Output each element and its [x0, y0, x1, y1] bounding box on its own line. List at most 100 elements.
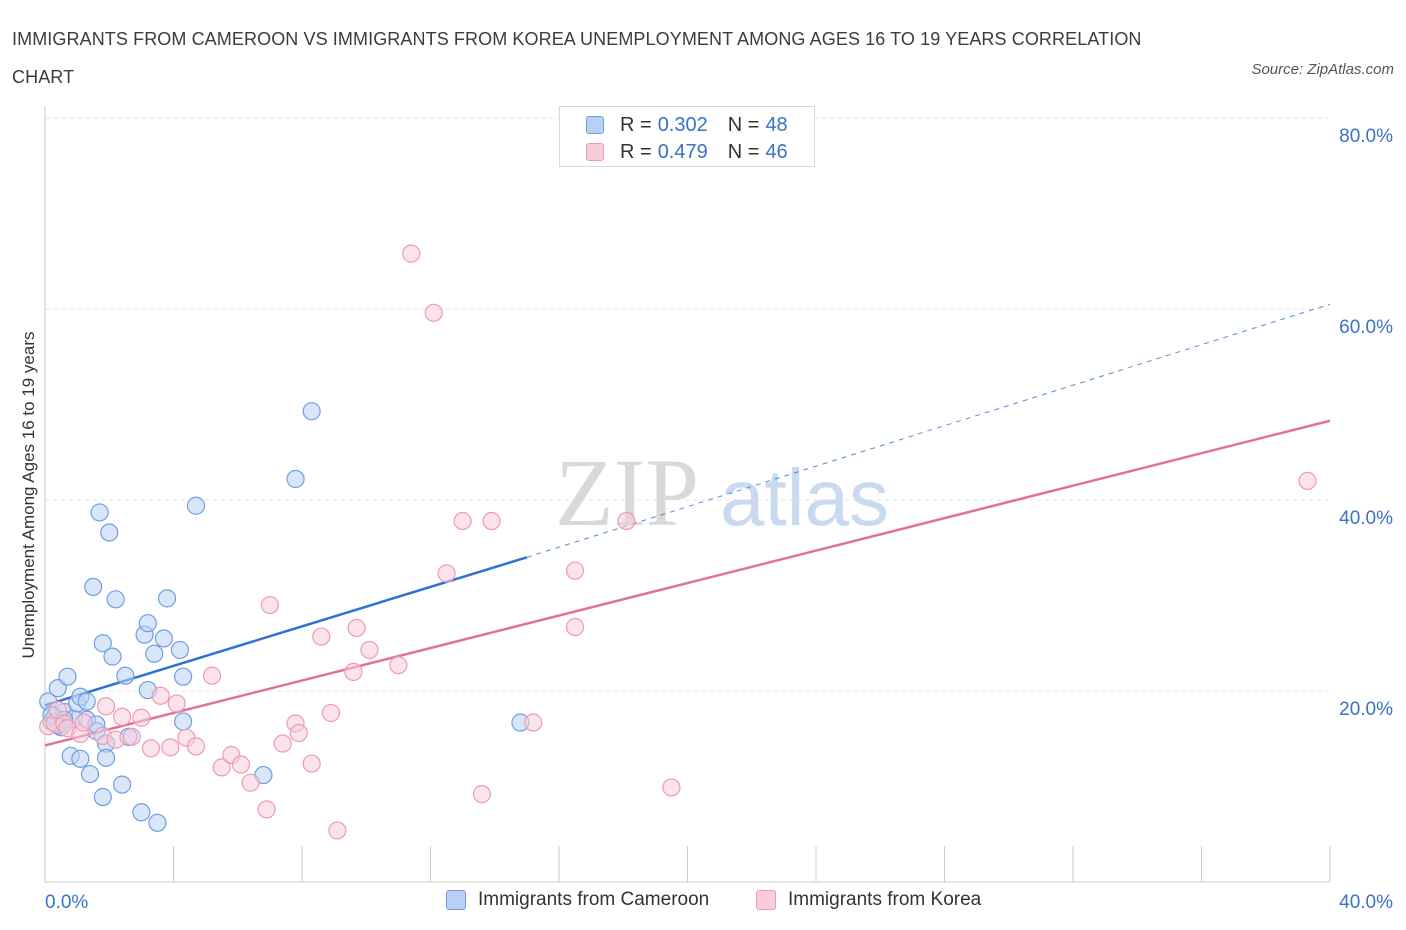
point-korea: [437, 564, 456, 583]
y-tick-label: 60.0%: [1339, 317, 1393, 338]
point-cameroon: [100, 523, 119, 542]
point-korea: [257, 800, 276, 819]
point-cameroon: [145, 644, 164, 663]
chart-title: IMMIGRANTS FROM CAMEROON VS IMMIGRANTS F…: [12, 29, 1142, 87]
point-korea: [312, 627, 331, 646]
point-korea: [347, 618, 366, 638]
x-tick-label: 40.0%: [1339, 892, 1393, 913]
point-cameroon: [103, 647, 122, 666]
point-korea: [202, 666, 222, 685]
point-cameroon: [80, 764, 100, 784]
point-korea: [106, 730, 125, 749]
point-cameroon: [174, 712, 193, 731]
y-tick-label: 20.0%: [1339, 699, 1393, 720]
series-legend-korea: Immigrants from Korea: [756, 889, 981, 911]
x-tick-label: 0.0%: [45, 892, 88, 913]
point-korea: [617, 511, 636, 531]
legend-r-label: R =: [620, 140, 652, 163]
point-cameroon: [93, 634, 112, 653]
point-cameroon: [93, 787, 112, 807]
point-cameroon: [116, 666, 135, 685]
point-korea: [565, 617, 585, 637]
point-korea: [96, 697, 116, 716]
legend-row-cameroon: R = 0.302 N = 48: [586, 113, 788, 137]
series-swatch-cameroon: [446, 890, 466, 910]
point-korea: [260, 595, 279, 615]
point-cameroon: [302, 402, 321, 421]
point-korea: [167, 694, 186, 713]
point-korea: [141, 739, 161, 758]
point-korea: [273, 734, 292, 753]
point-korea: [212, 758, 231, 777]
point-korea: [662, 778, 681, 797]
point-cameroon: [157, 589, 177, 608]
legend-swatch-cameroon: [586, 116, 604, 134]
point-cameroon: [96, 748, 116, 767]
legend-n-label: N =: [727, 113, 760, 136]
point-cameroon: [132, 803, 151, 822]
point-cameroon: [77, 692, 96, 711]
point-korea: [360, 640, 379, 660]
series-legend-label: Immigrants from Korea: [788, 889, 982, 910]
point-korea: [241, 773, 260, 792]
source-label: Source: ZipAtlas.com: [1251, 61, 1394, 78]
point-korea: [424, 303, 443, 322]
point-korea: [74, 713, 93, 732]
point-korea: [132, 708, 151, 727]
point-korea: [112, 707, 132, 726]
trendline-korea: [44, 419, 1331, 747]
legend-n-value: 48: [765, 113, 788, 136]
point-korea: [482, 511, 501, 531]
point-korea: [161, 738, 180, 757]
point-cameroon: [154, 629, 173, 648]
correlation-legend: R = 0.302 N = 48 R = 0.479 N = 46: [559, 106, 815, 167]
point-cameroon: [106, 590, 125, 609]
trendline-cameroon-extension: [526, 303, 1331, 558]
point-korea: [524, 713, 543, 732]
axis-layer: 20.0% 40.0% 60.0% 80.0% 0.0% 40.0%: [44, 106, 1393, 913]
zipatlas-watermark: ZIP atlas: [555, 439, 889, 546]
y-axis-label: Unemployment Among Ages 16 to 19 years: [19, 332, 38, 659]
trendline-cameroon: [44, 556, 528, 707]
point-korea: [565, 561, 585, 580]
legend-r-value: 0.302: [657, 113, 708, 136]
point-korea: [402, 244, 421, 263]
y-tick-label: 80.0%: [1339, 126, 1393, 147]
legend-r-value: 0.479: [657, 140, 708, 163]
point-korea: [321, 703, 341, 723]
grid-layer: [45, 117, 1330, 692]
point-korea: [472, 785, 491, 804]
legend-row-korea: R = 0.479 N = 46: [586, 140, 788, 164]
point-cameroon: [174, 667, 193, 686]
point-korea: [122, 727, 141, 746]
point-cameroon: [84, 577, 103, 597]
legend-n-label: N =: [727, 140, 760, 163]
point-korea: [453, 511, 472, 531]
point-cameroon: [286, 469, 305, 489]
point-cameroon: [71, 749, 90, 768]
point-korea: [1298, 471, 1317, 490]
point-korea: [328, 821, 347, 840]
point-cameroon: [90, 503, 109, 522]
point-korea: [289, 723, 308, 743]
legend-swatch-korea: [586, 143, 604, 161]
point-cameroon: [112, 775, 132, 794]
point-cameroon: [148, 813, 167, 832]
point-korea: [344, 662, 363, 682]
point-korea: [302, 754, 321, 773]
point-korea: [389, 656, 408, 675]
series-swatch-korea: [756, 890, 776, 910]
point-korea: [151, 686, 170, 705]
point-cameroon: [170, 640, 190, 660]
series-legend-cameroon: Immigrants from Cameroon: [446, 889, 709, 911]
point-layer: [39, 244, 1317, 840]
series-legend: Immigrants from Cameroon Immigrants from…: [0, 889, 1406, 915]
watermark-atlas: atlas: [720, 453, 889, 542]
y-tick-label: 40.0%: [1339, 508, 1393, 529]
point-korea: [186, 737, 206, 756]
series-legend-label: Immigrants from Cameroon: [478, 889, 710, 910]
point-cameroon: [186, 496, 206, 515]
point-cameroon: [58, 667, 77, 686]
point-cameroon: [138, 614, 157, 633]
